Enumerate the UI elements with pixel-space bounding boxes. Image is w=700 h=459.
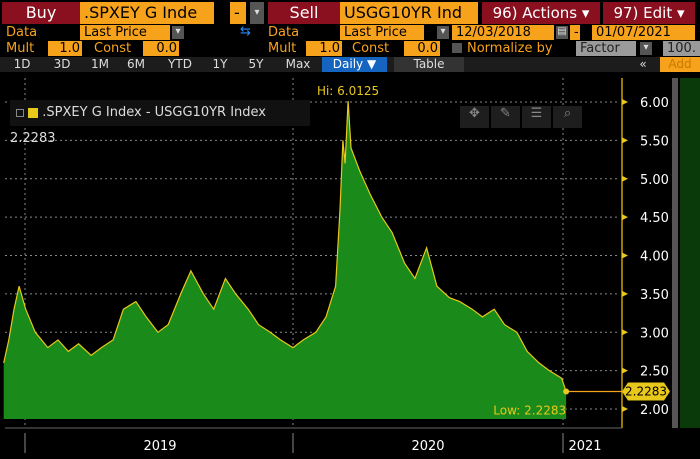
pencil-icon[interactable]: ✎ [491, 106, 520, 128]
x-tick-label: 2021 [568, 439, 601, 454]
y-tick-mark [622, 175, 628, 182]
actions-button[interactable]: 96) Actions ▾ [482, 2, 600, 24]
tab-max[interactable]: Max [285, 57, 311, 71]
security1-input[interactable]: .SPXEY G Inde [80, 2, 214, 24]
y-tick-label: 4.00 [640, 250, 669, 265]
y-tick-mark [622, 252, 628, 259]
y-tick-mark [622, 290, 628, 297]
tab-1y[interactable]: 1Y [212, 57, 228, 71]
list-icon[interactable]: ☰ [522, 106, 551, 128]
crosshair-icon[interactable]: ✥ [460, 106, 489, 128]
tab-5y[interactable]: 5Y [248, 57, 264, 71]
legend-label: .SPXEY G Index - USGG10YR Index 2.2283 [10, 105, 266, 146]
normalize-checkbox[interactable] [452, 43, 462, 53]
swap-icon[interactable]: ⇆ [240, 24, 251, 39]
area-fill [3, 101, 567, 419]
tab-6m[interactable]: 6M [127, 57, 145, 71]
tab-3d[interactable]: 3D [53, 57, 71, 71]
data-field-select[interactable]: Last Price [80, 25, 170, 40]
add-button[interactable]: Add [660, 57, 700, 72]
const-input[interactable]: 0.0 [143, 41, 179, 56]
date-separator: - [570, 25, 580, 40]
y-tick-mark [622, 99, 628, 105]
y-tick-mark [622, 329, 628, 336]
chart: 6.00 5.50 5.00 4.50 4.00 3.50 3.00 2.50 2.00 201… [3, 78, 700, 454]
data-field-select-2[interactable]: Last Price [340, 25, 424, 40]
legend-swatch [28, 107, 39, 118]
buy-button[interactable]: Buy [2, 2, 80, 24]
y-tick-label: 3.00 [640, 326, 669, 341]
scrollbar[interactable] [672, 78, 678, 428]
security2-input[interactable]: USGG10YR Ind [340, 2, 478, 24]
zoom-icon[interactable]: ⌕ [553, 106, 582, 128]
sell-button[interactable]: Sell [268, 2, 340, 24]
series-line [3, 100, 567, 392]
y-tick-label: 6.00 [640, 96, 669, 111]
last-value-badge [622, 382, 670, 401]
mult-label: Mult [6, 41, 35, 56]
const-label-2: Const [352, 41, 390, 56]
operator-select[interactable]: - [230, 2, 246, 24]
chevron-down-icon[interactable]: ▾ [172, 26, 184, 39]
mult-input[interactable]: 1.0 [48, 41, 82, 56]
factor-input[interactable]: 100. [663, 41, 700, 56]
data-label: Data [6, 25, 38, 40]
const-input-2[interactable]: 0.0 [404, 41, 440, 56]
data-label-2: Data [268, 25, 300, 40]
period-select[interactable]: Daily ▼ [322, 57, 387, 72]
const-label: Const [94, 41, 132, 56]
y-tick-label: 2.50 [640, 365, 669, 380]
tab-1d[interactable]: 1D [13, 57, 31, 71]
expand-icon[interactable] [16, 108, 24, 117]
y-tick-mark [622, 214, 628, 221]
tab-ytd[interactable]: YTD [168, 57, 192, 71]
normalize-select[interactable]: Factor [576, 41, 636, 56]
tab-table[interactable]: Table [394, 57, 464, 72]
end-date-input[interactable]: 01/07/2021 [592, 25, 695, 40]
chevron-down-icon[interactable]: ▾ [640, 42, 652, 55]
y-tick-mark [622, 367, 628, 374]
chevron-down-icon[interactable]: ▾ [437, 26, 449, 39]
period-tab-bar: 1D 3D 1M 6M YTD 1Y 5Y Max Daily ▼ Table … [0, 57, 700, 72]
y-tick-mark [622, 406, 628, 412]
chart-toolbar: ✥ ✎ ☰ ⌕ [460, 106, 582, 128]
x-tick-label: 2020 [411, 439, 444, 454]
last-value-dot [563, 388, 570, 395]
collapse-button[interactable]: « [639, 57, 647, 71]
calendar-icon[interactable]: ▤ [556, 26, 568, 39]
edit-button[interactable]: 97) Edit ▾ [603, 2, 695, 24]
side-minichart [680, 78, 700, 428]
mult-label-2: Mult [268, 41, 297, 56]
y-tick-label: 3.50 [640, 288, 669, 303]
x-tick-label: 2019 [143, 439, 176, 454]
y-tick-label: 2.00 [640, 403, 669, 418]
y-tick-label: 5.00 [640, 173, 669, 188]
normalize-label: Normalize by [467, 41, 553, 56]
last-value-label: 2.2283 [625, 384, 667, 398]
start-date-input[interactable]: 12/03/2018 [452, 25, 554, 40]
y-tick-label: 5.50 [640, 134, 669, 149]
mult-input-2[interactable]: 1.0 [306, 41, 342, 56]
y-tick-label: 4.50 [640, 211, 669, 226]
operator-dropdown-icon[interactable]: ▾ [250, 2, 264, 24]
low-label: Low: 2.2283 [493, 403, 566, 417]
legend: .SPXEY G Index - USGG10YR Index 2.2283 [10, 100, 310, 146]
hi-label: Hi: 6.0125 [317, 84, 379, 98]
tab-1m[interactable]: 1M [91, 57, 109, 71]
y-tick-mark [622, 137, 628, 144]
